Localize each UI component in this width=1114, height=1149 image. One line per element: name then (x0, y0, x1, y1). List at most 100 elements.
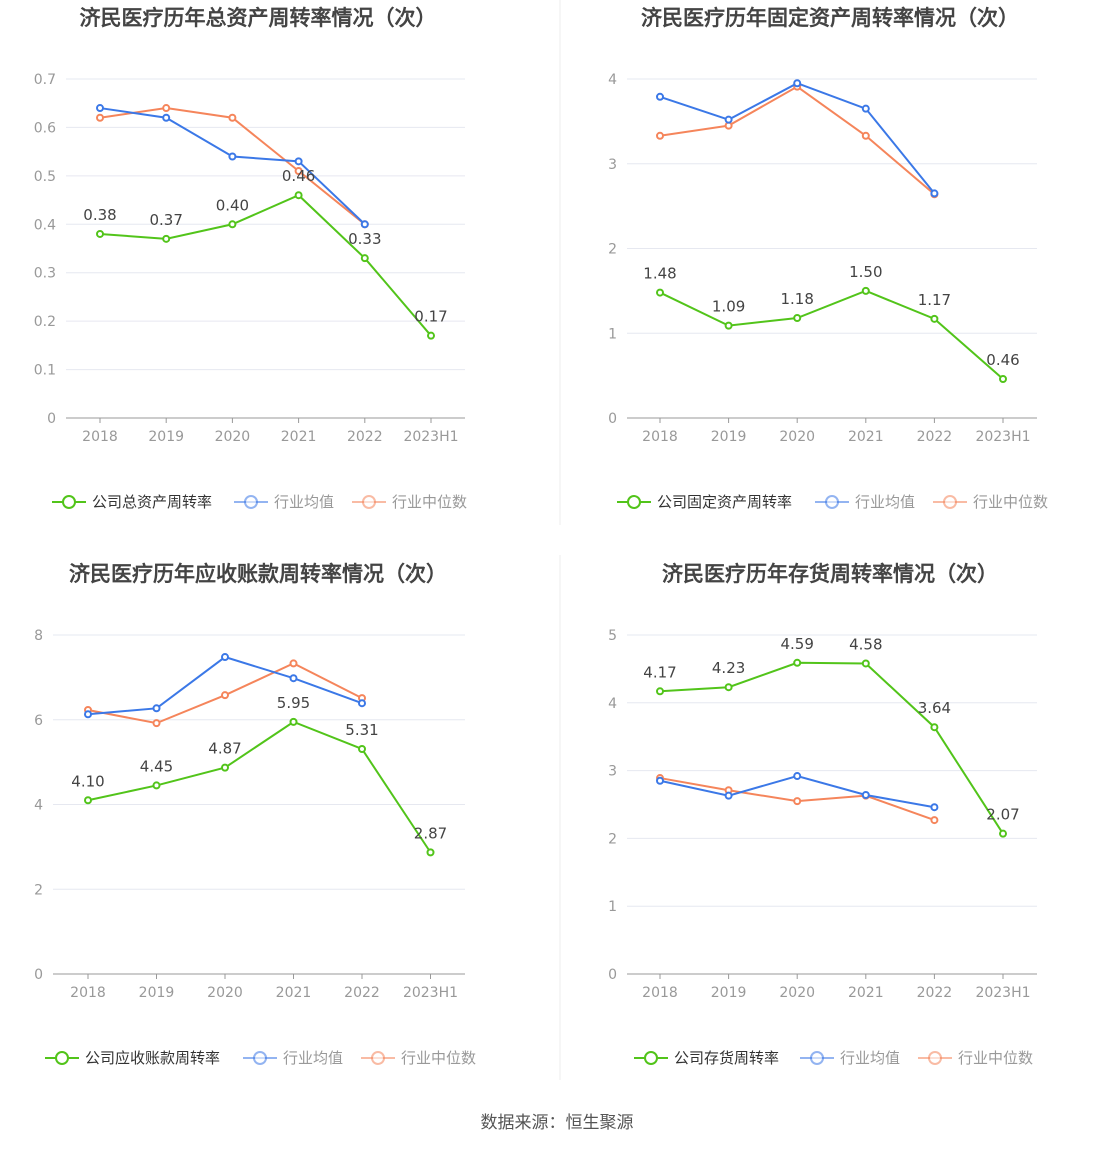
data-point (162, 113, 171, 122)
legend-item[interactable]: 行业中位数 (392, 493, 467, 511)
data-label: 0.46 (986, 351, 1019, 369)
data-point (793, 658, 802, 667)
data-label: 1.48 (643, 265, 676, 283)
data-point (793, 313, 802, 322)
data-point (294, 157, 303, 166)
legend-item[interactable]: 行业中位数 (958, 1049, 1033, 1067)
data-point (793, 772, 802, 781)
data-point (152, 704, 161, 713)
series-line-0 (659, 289, 1004, 380)
data-point (724, 115, 733, 124)
legend-item[interactable]: 公司总资产周转率 (92, 493, 212, 511)
data-point (294, 191, 303, 200)
data-point (96, 113, 104, 122)
legend-marker-icon (825, 495, 839, 509)
chart-1: 济民医疗历年总资产周转率情况（次） 0 0.1 0.2 0.3 0.4 0.5 0.6 0.7 2… (34, 6, 467, 511)
data-point (152, 781, 161, 790)
chart-title: 济民医疗历年存货周转率情况（次） (662, 562, 998, 586)
data-point (656, 288, 664, 297)
legend-marker-icon (244, 495, 258, 509)
data-point (84, 710, 92, 719)
y-tick-label: 4 (34, 798, 43, 814)
data-label: 0.37 (149, 211, 182, 229)
legend-marker-icon (810, 1051, 824, 1065)
y-tick-label: 0 (608, 967, 617, 983)
x-tick-label: 2023H1 (975, 985, 1030, 1001)
data-point (84, 796, 92, 805)
data-point (724, 683, 733, 692)
x-tick-label: 2023H1 (403, 985, 458, 1001)
data-label: 4.45 (140, 757, 173, 775)
x-tick-label: 2018 (82, 429, 118, 445)
data-point (221, 653, 229, 662)
data-point (930, 723, 939, 732)
series-line-1 (87, 655, 363, 716)
data-point (861, 104, 870, 113)
legend-marker-icon (627, 495, 641, 509)
data-point (96, 229, 104, 238)
y-tick-label: 0.3 (34, 266, 56, 282)
y-tick-label: 4 (608, 696, 617, 712)
legend-marker-icon (55, 1051, 69, 1065)
legend-item[interactable]: 行业均值 (274, 493, 334, 511)
legend-item[interactable]: 公司应收账款周转率 (85, 1049, 220, 1067)
data-point (999, 829, 1007, 838)
data-point (221, 763, 229, 772)
data-label: 0.40 (216, 196, 249, 214)
x-tick-label: 2022 (917, 985, 953, 1001)
data-label: 5.95 (277, 694, 310, 712)
chart-title: 济民医疗历年总资产周转率情况（次） (80, 6, 437, 30)
data-point (152, 719, 161, 728)
data-label: 4.17 (643, 663, 676, 681)
x-tick-label: 2023H1 (403, 429, 458, 445)
data-point (289, 717, 298, 726)
data-point (793, 797, 802, 806)
y-tick-label: 2 (34, 882, 43, 898)
legend-item[interactable]: 行业均值 (855, 493, 915, 511)
x-tick-label: 2019 (139, 985, 175, 1001)
x-tick-label: 2021 (281, 429, 317, 445)
legend-item[interactable]: 公司存货周转率 (674, 1049, 779, 1067)
legend-item[interactable]: 行业均值 (840, 1049, 900, 1067)
y-tick-label: 6 (34, 713, 43, 729)
data-label: 2.07 (986, 806, 1019, 824)
data-label: 0.17 (414, 308, 447, 326)
x-tick-label: 2019 (148, 429, 184, 445)
data-label: 0.33 (348, 230, 381, 248)
series-line-0 (87, 720, 432, 853)
data-point (289, 674, 298, 683)
chart-title: 济民医疗历年应收账款周转率情况（次） (69, 562, 447, 586)
data-point (656, 776, 664, 785)
y-tick-label: 4 (608, 72, 617, 88)
data-point (861, 659, 870, 668)
legend-item[interactable]: 行业中位数 (973, 493, 1048, 511)
legend-item[interactable]: 行业中位数 (401, 1049, 476, 1067)
legend-item[interactable]: 公司固定资产周转率 (657, 493, 792, 511)
data-label: 4.23 (712, 659, 745, 677)
data-point (861, 791, 870, 800)
y-tick-label: 0 (34, 967, 43, 983)
chart-2: 济民医疗历年固定资产周转率情况（次） 0 1 2 3 4 2018 2019 2020 2021 2… (608, 6, 1048, 511)
data-label: 0.46 (282, 167, 315, 185)
data-label: 1.17 (918, 291, 951, 309)
series-line-0 (659, 661, 1004, 835)
chart-title: 济民医疗历年固定资产周转率情况（次） (641, 6, 1019, 30)
legend-marker-icon (253, 1051, 267, 1065)
legend-item[interactable]: 行业均值 (283, 1049, 343, 1067)
data-point (360, 220, 369, 229)
data-point (656, 131, 664, 140)
y-tick-label: 0 (47, 411, 56, 427)
data-point (999, 375, 1007, 384)
data-point (162, 234, 171, 243)
data-point (221, 691, 229, 700)
data-point (656, 92, 664, 101)
series-line-1 (659, 82, 936, 195)
data-point (724, 791, 733, 800)
y-tick-label: 0.6 (34, 120, 56, 136)
data-label: 1.18 (780, 290, 813, 308)
y-tick-label: 3 (608, 764, 617, 780)
data-point (930, 803, 939, 812)
legend-marker-icon (644, 1051, 658, 1065)
